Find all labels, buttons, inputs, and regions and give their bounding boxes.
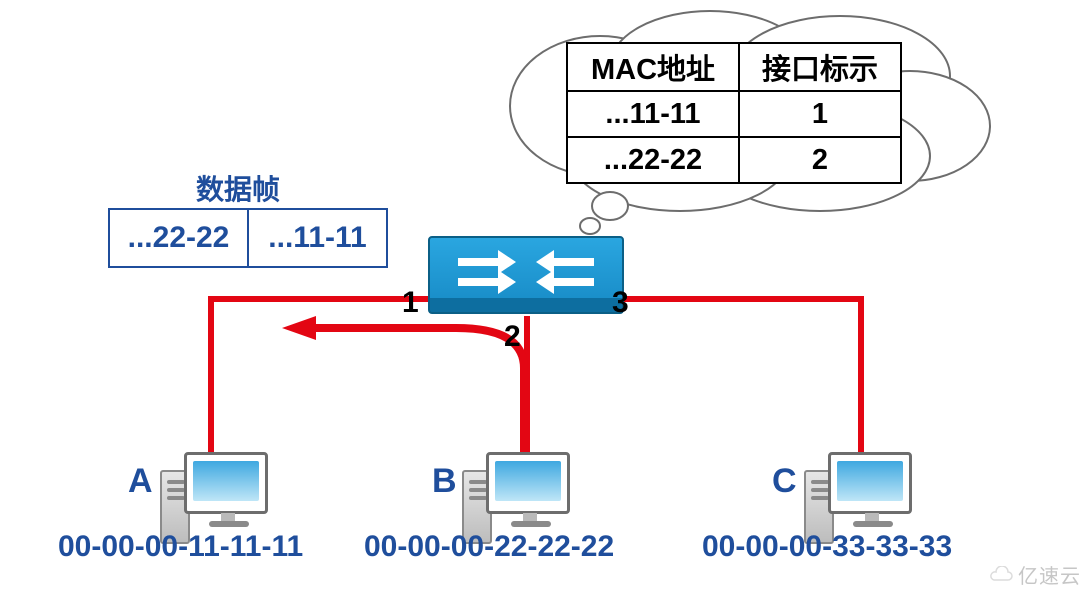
cloud-icon <box>988 566 1014 584</box>
mac-table-cell: ...22-22 <box>567 137 739 183</box>
wire-left-v <box>208 296 214 462</box>
data-frame-box: ...22-22 ...11-11 <box>108 208 388 268</box>
switch-device <box>428 236 624 316</box>
mac-label-a: 00-00-00-11-11-11 <box>58 530 303 564</box>
wire-left-h <box>208 296 430 302</box>
port-label-2: 2 <box>504 320 521 354</box>
port-label-1: 1 <box>402 286 419 320</box>
frame-dest: ...22-22 <box>110 210 249 266</box>
mac-table-cell: ...11-11 <box>567 91 739 137</box>
watermark-text: 亿速云 <box>1018 560 1081 589</box>
mac-label-c: 00-00-00-33-33-33 <box>702 530 952 564</box>
host-label-c: C <box>772 462 797 501</box>
mac-table-cell: 2 <box>739 137 901 183</box>
wire-right-h <box>620 296 864 302</box>
mac-table-cell: 1 <box>739 91 901 137</box>
mac-address-table: MAC地址 接口标示 ...11-11 1 ...22-22 2 <box>566 42 902 184</box>
port-label-3: 3 <box>612 286 629 320</box>
mac-table-header-mac: MAC地址 <box>567 43 739 91</box>
host-label-a: A <box>128 462 153 501</box>
forwarding-arrow <box>276 308 536 462</box>
watermark: 亿速云 <box>988 560 1081 589</box>
diagram-stage: { "colors": { "wire": "#e30613", "arrow"… <box>0 0 1089 593</box>
mac-label-b: 00-00-00-22-22-22 <box>364 530 614 564</box>
mac-table-header-port: 接口标示 <box>739 43 901 91</box>
host-label-b: B <box>432 462 457 501</box>
frame-title: 数据帧 <box>196 168 280 208</box>
switch-arrows-icon <box>428 236 624 300</box>
wire-right-v <box>858 296 864 462</box>
frame-src: ...11-11 <box>249 210 386 266</box>
